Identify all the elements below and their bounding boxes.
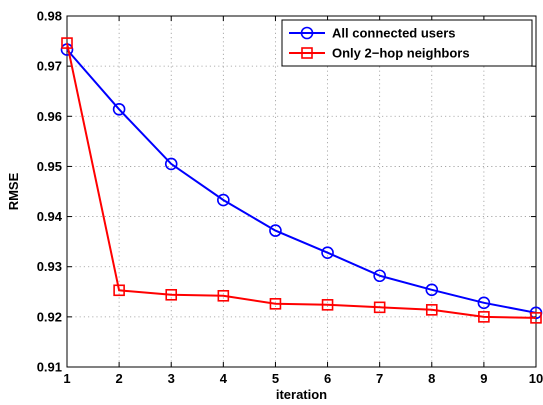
legend-entry-all-connected-users: All connected users — [289, 26, 456, 41]
legend-entry-only-2-hop-neighbors: Only 2−hop neighbors — [289, 46, 470, 61]
data-point — [373, 269, 386, 283]
data-point — [164, 157, 178, 171]
data-point — [477, 296, 491, 310]
x-tick-label: 6 — [324, 371, 331, 386]
data-point — [425, 283, 439, 297]
y-tick-label: 0.91 — [37, 360, 62, 375]
data-point — [530, 312, 542, 324]
data-point — [61, 37, 73, 49]
x-tick-label: 7 — [376, 371, 383, 386]
data-point — [165, 288, 178, 301]
x-tick-label: 1 — [63, 371, 70, 386]
y-axis-label: RMSE — [6, 172, 21, 210]
data-point — [425, 304, 438, 316]
series-0 — [60, 43, 543, 320]
data-point — [321, 246, 334, 259]
series-line — [66, 42, 537, 319]
legend-label-only-2-hop-neighbors: Only 2−hop neighbors — [332, 46, 470, 61]
x-tick-label: 9 — [480, 371, 487, 386]
legend-square-marker — [301, 47, 313, 59]
series-lines — [60, 37, 543, 324]
y-tick-label: 0.98 — [37, 9, 62, 24]
series-1 — [61, 37, 542, 324]
axis-ticks: 1 2 3 4 5 6 7 8 9 10 0.91 0.92 0.93 0.94 0.95 0.96 0.97 0… — [37, 9, 543, 387]
series-line — [66, 48, 537, 314]
y-tick-label: 0.92 — [37, 309, 62, 324]
legend-box — [281, 19, 533, 67]
y-tick-label: 0.93 — [37, 259, 62, 274]
y-tick-label: 0.97 — [37, 59, 62, 74]
data-point — [269, 224, 282, 237]
data-point — [321, 299, 334, 311]
x-tick-label: 5 — [272, 371, 279, 386]
data-point — [113, 284, 125, 297]
x-axis-label: iteration — [276, 387, 327, 402]
legend-label-all-connected-users: All connected users — [332, 26, 456, 41]
data-point — [373, 301, 386, 314]
y-tick-label: 0.96 — [37, 109, 62, 124]
data-point — [217, 289, 230, 302]
x-tick-label: 8 — [428, 371, 435, 386]
data-point — [269, 298, 282, 310]
data-point — [478, 311, 490, 323]
x-tick-label: 4 — [220, 371, 228, 386]
data-point — [112, 102, 126, 116]
data-point — [217, 193, 230, 207]
x-tick-label: 3 — [168, 371, 175, 386]
x-tick-label: 10 — [529, 371, 543, 386]
plot-frame — [66, 15, 537, 368]
legend: All connected users Only 2−hop neighbors — [281, 19, 533, 67]
y-tick-label: 0.94 — [37, 209, 63, 224]
legend-circle-marker — [300, 26, 314, 40]
y-tick-label: 0.95 — [37, 159, 62, 174]
x-tick-label: 2 — [115, 371, 122, 386]
